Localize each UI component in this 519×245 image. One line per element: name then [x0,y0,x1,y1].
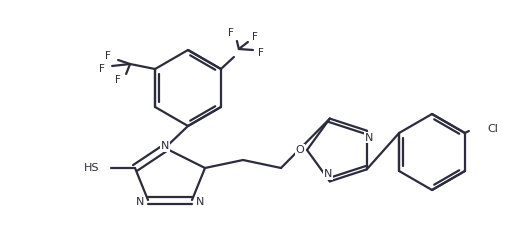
Text: HS: HS [84,163,99,173]
Text: F: F [99,64,105,74]
Text: N: N [136,197,144,207]
Text: F: F [252,32,258,42]
Text: F: F [228,28,234,38]
Text: N: N [196,197,204,207]
Text: O: O [296,145,304,155]
Text: F: F [258,48,264,58]
Text: F: F [115,75,121,85]
Text: N: N [161,141,169,151]
Text: F: F [105,51,111,61]
Text: Cl: Cl [487,124,498,134]
Text: N: N [364,133,373,143]
Text: N: N [324,169,332,179]
